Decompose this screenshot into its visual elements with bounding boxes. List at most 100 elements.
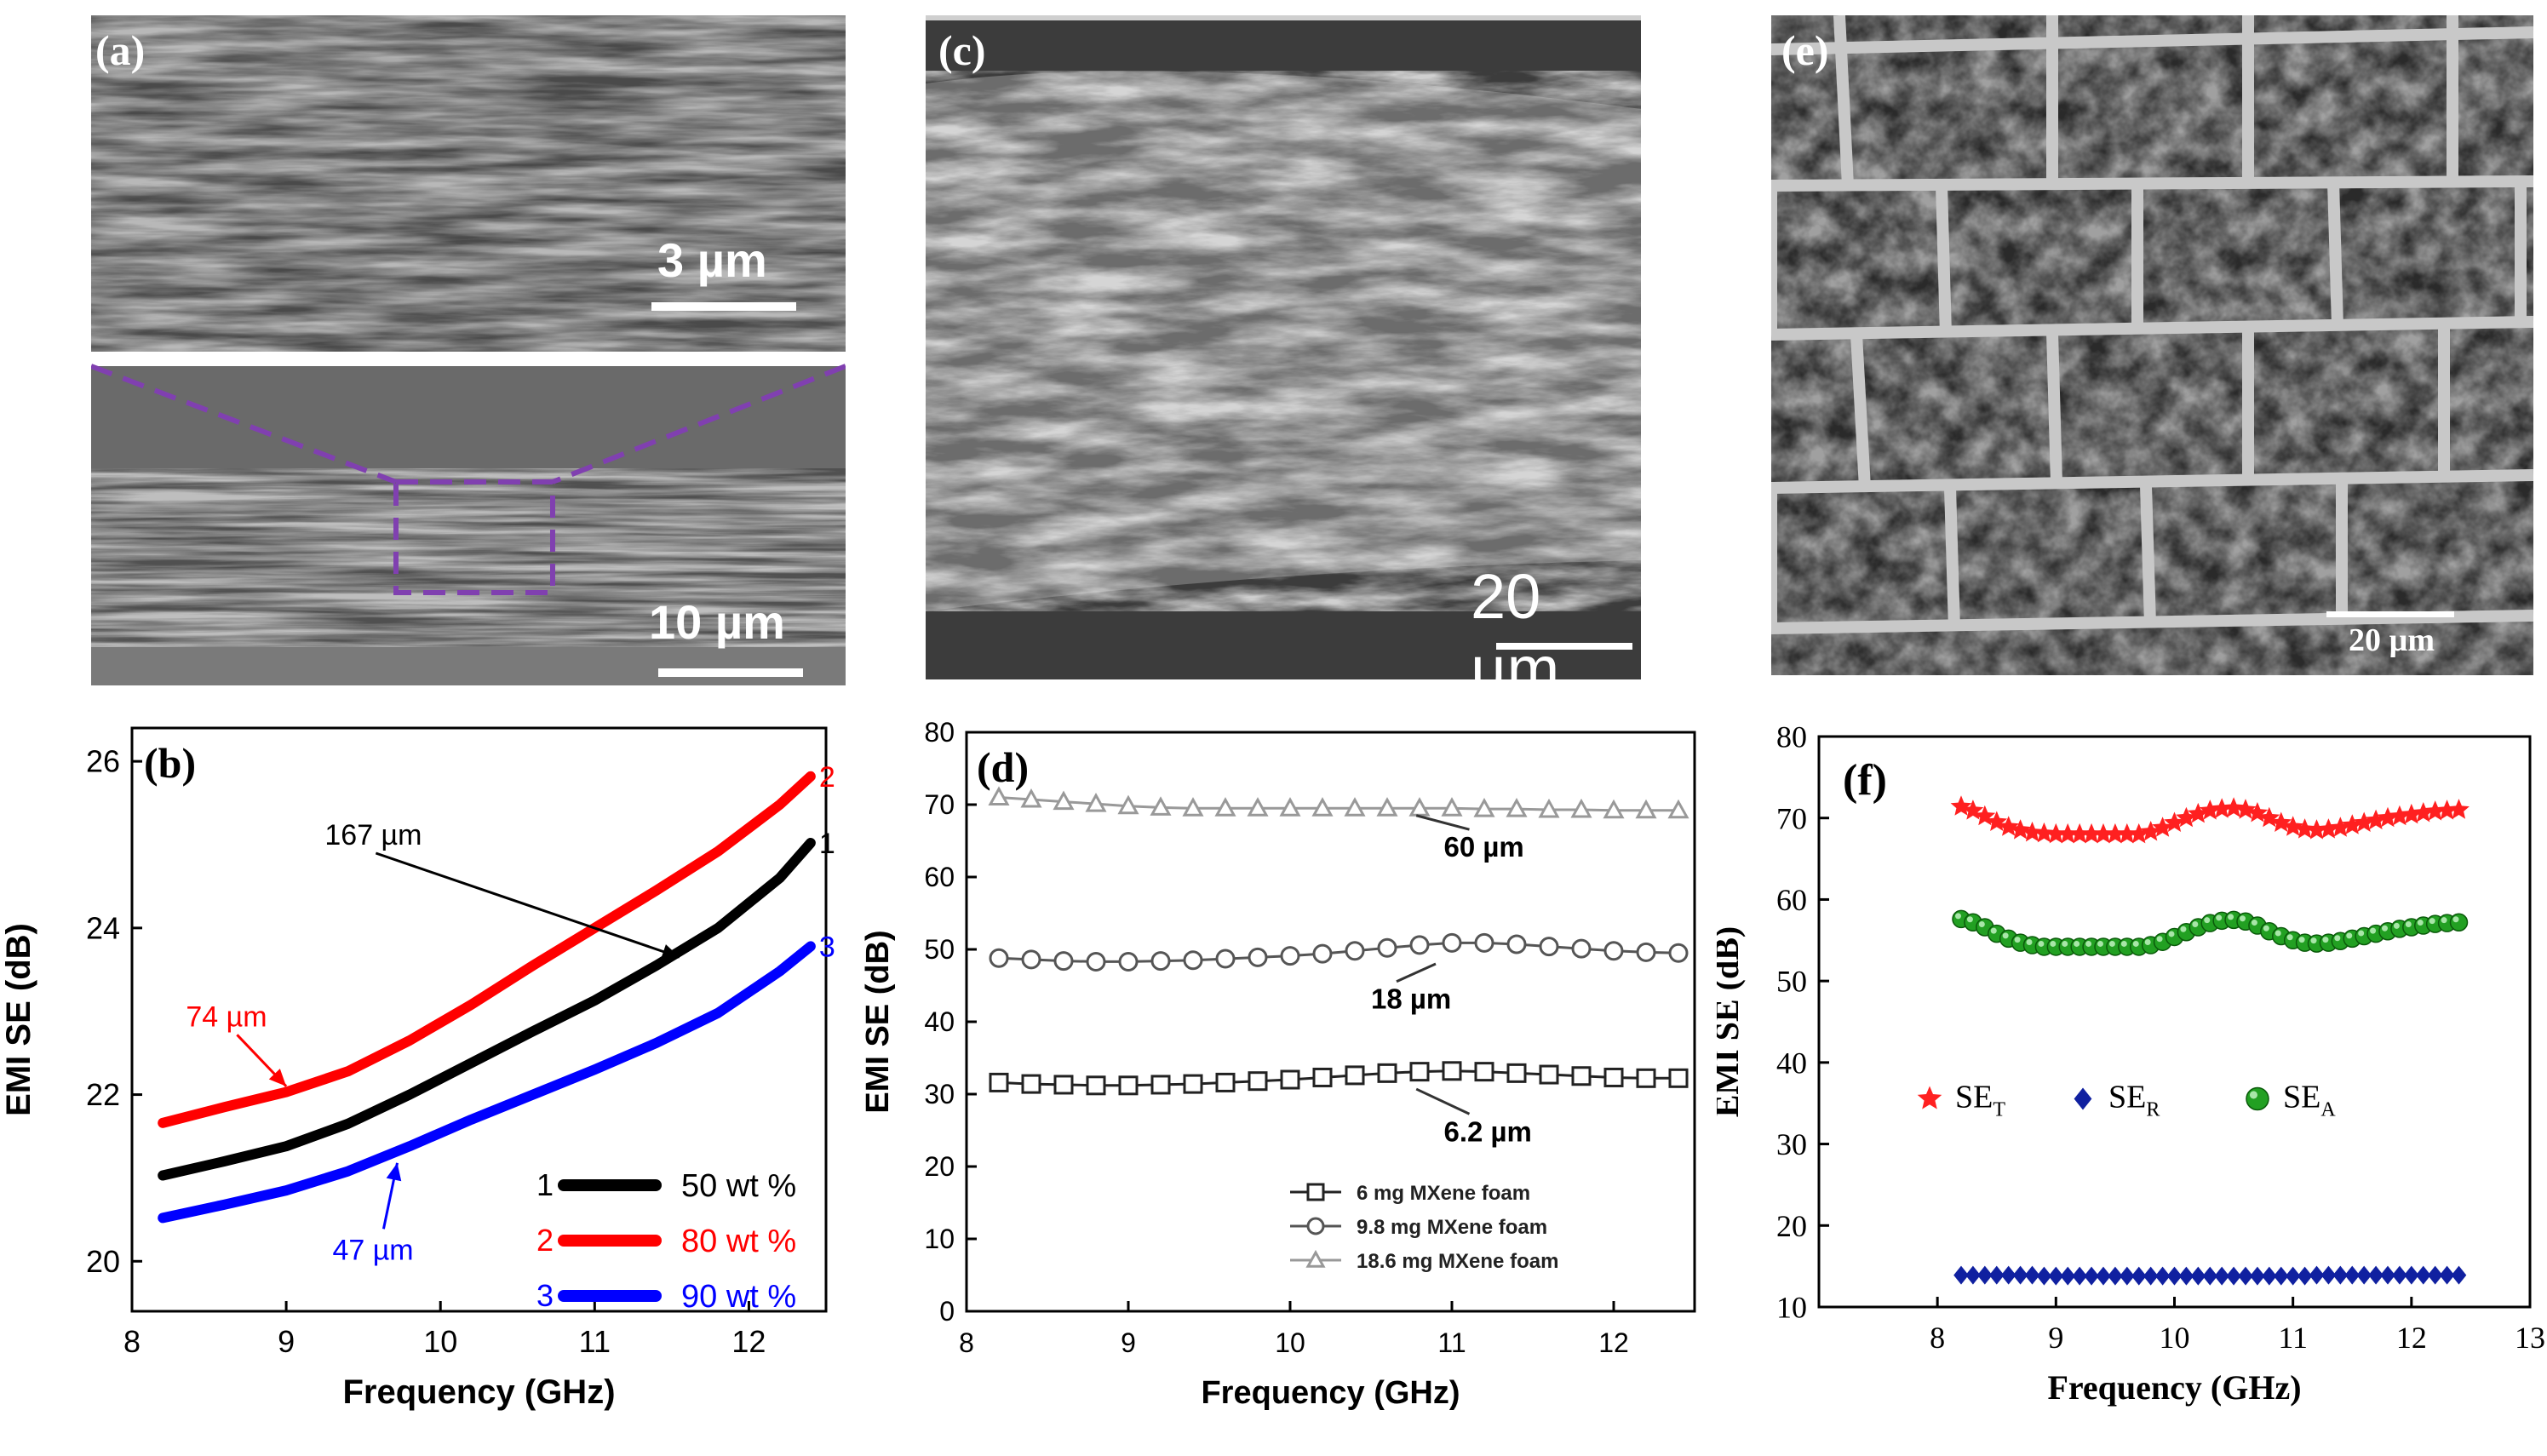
- y-tick-label: 20: [1776, 1209, 1807, 1243]
- data-point: [1182, 797, 1204, 817]
- series-line: [158, 771, 816, 1128]
- data-point: [1020, 788, 1042, 808]
- thickness-label: 18 µm: [1371, 983, 1451, 1015]
- data-point: [1506, 1063, 1527, 1083]
- data-point: [2344, 1265, 2361, 1285]
- legend-label: 9.8 mg MXene foam: [1357, 1216, 1547, 1239]
- data-point: [2389, 805, 2411, 826]
- data-point: [2365, 809, 2387, 830]
- scale-bar-bottom: [658, 668, 803, 677]
- data-point-highlight: [1966, 916, 1973, 923]
- legend-index: 3: [536, 1278, 554, 1313]
- data-point-highlight: [2002, 932, 2009, 939]
- legend-label: 90 wt %: [681, 1279, 796, 1315]
- data-point: [2166, 1266, 2183, 1286]
- x-tick-label: 8: [123, 1324, 141, 1359]
- annotation-arrow: [375, 851, 680, 959]
- data-point: [2341, 814, 2363, 834]
- data-point: [2034, 822, 2055, 843]
- annotation-arrow: [1415, 814, 1470, 831]
- data-point: [989, 948, 1009, 968]
- zoom-indicator: [91, 364, 846, 595]
- plot-frame: [965, 731, 1696, 1313]
- x-tick-label: 13: [2515, 1321, 2545, 1355]
- data-point: [1409, 1062, 1430, 1082]
- data-point-highlight: [2298, 937, 2305, 943]
- y-tick-label: 26: [86, 744, 120, 779]
- x-tick-label: 8: [1930, 1321, 1945, 1355]
- series-line: [998, 941, 1679, 963]
- legend-index: 1: [536, 1167, 554, 1202]
- data-point: [1306, 1183, 1325, 1201]
- data-point: [1280, 946, 1300, 966]
- data-point: [2273, 1266, 2289, 1286]
- x-tick-label: 8: [959, 1327, 974, 1358]
- y-tick-label: 70: [924, 789, 955, 820]
- data-point: [1086, 1075, 1106, 1096]
- data-point: [1603, 1067, 1624, 1087]
- data-point: [2092, 823, 2114, 844]
- data-point: [1668, 943, 1689, 963]
- data-point: [1053, 951, 1074, 972]
- data-point: [1409, 935, 1430, 955]
- data-point: [2330, 817, 2351, 837]
- sem-image-a-bottom: [91, 366, 846, 685]
- data-point: [1635, 799, 1657, 819]
- data-point-highlight: [2062, 940, 2068, 947]
- y-tick-label: 70: [1776, 801, 1807, 835]
- data-point: [1441, 797, 1463, 817]
- y-tick-label: 10: [924, 1224, 955, 1254]
- data-point: [1117, 794, 1139, 815]
- data-point-highlight: [2014, 937, 2021, 943]
- data-point-highlight: [2346, 932, 2353, 939]
- data-point: [1442, 932, 1462, 953]
- data-point-highlight: [2180, 926, 2187, 932]
- data-point: [2282, 816, 2303, 836]
- data-point: [2424, 800, 2446, 821]
- thickness-label: 60 µm: [1444, 831, 1524, 863]
- data-point: [2451, 1265, 2467, 1285]
- x-tick-label: 10: [423, 1324, 457, 1359]
- series-end-label: 1: [819, 828, 835, 860]
- annotation-arrowhead: [386, 1162, 402, 1182]
- legend-subscript: A: [2320, 1099, 2336, 1121]
- data-point: [989, 1072, 1009, 1092]
- data-point: [1376, 797, 1398, 817]
- data-point-highlight: [2026, 939, 2033, 946]
- data-point: [2080, 823, 2102, 844]
- data-point-highlight: [2275, 930, 2281, 937]
- data-point-highlight: [2038, 940, 2045, 947]
- panel-label-b: (b): [144, 739, 196, 787]
- panel-label-d: (d): [977, 743, 1029, 791]
- y-tick-label: 24: [86, 910, 120, 945]
- data-point: [2412, 802, 2435, 823]
- data-point-highlight: [2132, 940, 2139, 947]
- data-point: [2377, 806, 2399, 828]
- data-point: [2415, 1265, 2431, 1285]
- scale-label-bottom: 10 µm: [649, 595, 785, 649]
- data-point: [1183, 950, 1203, 971]
- data-point: [2152, 817, 2173, 837]
- data-point: [2202, 1266, 2218, 1286]
- data-point-highlight: [2204, 917, 2211, 924]
- data-point: [1442, 1061, 1462, 1081]
- data-point: [2096, 1266, 2111, 1286]
- data-point: [1312, 1067, 1333, 1087]
- data-point-highlight: [1978, 920, 1985, 927]
- data-point: [2074, 1087, 2092, 1110]
- x-axis-label: Frequency (GHz): [2047, 1368, 2301, 1407]
- data-point: [1377, 1063, 1397, 1083]
- legend-label: SEA: [2283, 1080, 2336, 1121]
- y-tick-label: 0: [939, 1296, 955, 1327]
- thickness-label: 6.2 µm: [1444, 1115, 1532, 1147]
- data-point-highlight: [2168, 931, 2175, 937]
- panel-label-c: (c): [938, 26, 986, 74]
- data-point-highlight: [2429, 918, 2435, 925]
- data-point-highlight: [2286, 934, 2293, 941]
- panel-a: (a) 3 µm 10 µm: [91, 15, 846, 685]
- panel-label-e: (e): [1781, 26, 1829, 74]
- thickness-label: 47 µm: [332, 1234, 413, 1266]
- data-point: [1214, 797, 1236, 817]
- data-point: [1280, 1069, 1300, 1090]
